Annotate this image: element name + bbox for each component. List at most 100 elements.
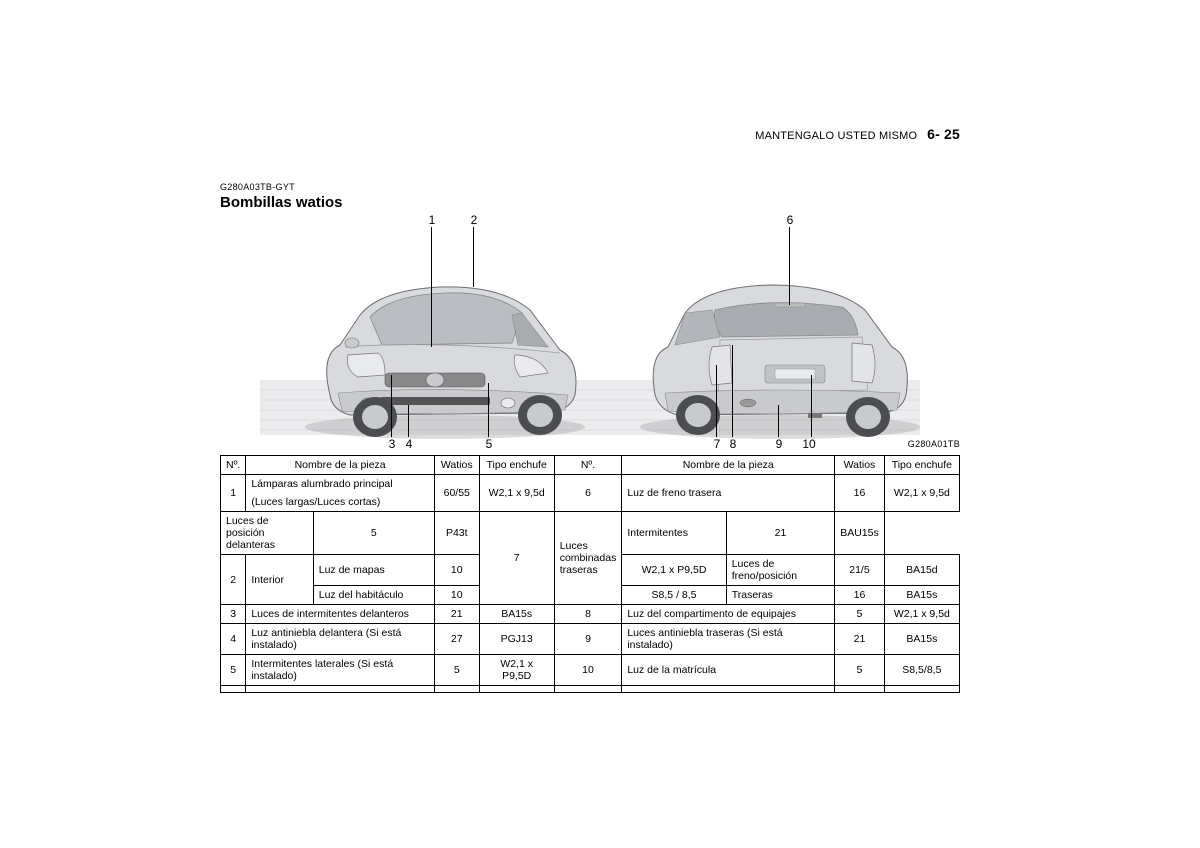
cell: W2,1 x P9,5D (622, 555, 726, 586)
cell: Traseras (726, 586, 834, 605)
table-row: 1 Lámparas alumbrado principal 60/55 W2,… (221, 475, 960, 494)
cell: Luces de freno/posición (726, 555, 834, 586)
table-row (221, 686, 960, 693)
callout-line (732, 345, 733, 437)
callout-line (431, 227, 432, 347)
page-header: MANTENGALO USTED MISMO 6- 25 (220, 126, 960, 142)
cell-num: 4 (221, 624, 246, 655)
cell: 60/55 (434, 475, 479, 512)
cell: BAU15s (835, 512, 885, 555)
cell (434, 686, 479, 693)
cell: W2,1 x P9,5D (479, 655, 554, 686)
cell: 21/5 (835, 555, 885, 586)
cell: 16 (835, 586, 885, 605)
cell: BA15d (884, 555, 959, 586)
cell: S8,5/8,5 (884, 655, 959, 686)
cell: 5 (434, 655, 479, 686)
cell-num: 6 (554, 475, 622, 512)
cell: Luz de freno trasera (622, 475, 835, 512)
page-title: Bombillas watios (220, 194, 960, 211)
th-socket: Tipo enchufe (479, 456, 554, 475)
callout-line (716, 365, 717, 437)
cell (479, 686, 554, 693)
th-watts: Watios (434, 456, 479, 475)
callout-line (778, 405, 779, 437)
cell: Lámparas alumbrado principal (246, 475, 435, 494)
callout-6: 6 (783, 213, 797, 227)
cell: 21 (726, 512, 834, 555)
cell-num: 1 (221, 475, 246, 512)
cell-num: 9 (554, 624, 622, 655)
section-name: MANTENGALO USTED MISMO (755, 130, 917, 142)
section-code: G280A03TB-GYT (220, 182, 960, 192)
cell: 5 (835, 655, 885, 686)
callout-line (408, 405, 409, 437)
table-row: 4 Luz antiniebla delantera (Si está inst… (221, 624, 960, 655)
cell: Luces antiniebla traseras (Si está insta… (622, 624, 835, 655)
cell: Intermitentes (622, 512, 726, 555)
image-code: G280A01TB (908, 439, 960, 449)
cell (622, 686, 835, 693)
cell: 10 (434, 586, 479, 605)
cell: P43t (434, 512, 479, 555)
cell-num: 10 (554, 655, 622, 686)
cell (884, 686, 959, 693)
cell (221, 686, 246, 693)
cell: W2,1 x 9,5d (884, 475, 959, 512)
cell: 27 (434, 624, 479, 655)
cell (554, 686, 622, 693)
cell: Interior (246, 555, 313, 605)
callout-5: 5 (482, 437, 496, 451)
table-row: 3 Luces de intermitentes delanteros 21 B… (221, 605, 960, 624)
cell: Luces de posición delanteras (221, 512, 314, 555)
cell: Luces de intermitentes delanteros (246, 605, 435, 624)
cell-num: 3 (221, 605, 246, 624)
callout-line (811, 375, 812, 437)
callout-10: 10 (802, 437, 816, 451)
cell: 21 (835, 624, 885, 655)
table-row: Luces de posición delanteras 5 P43t 7 Lu… (221, 512, 960, 555)
cell: (Luces largas/Luces cortas) (246, 493, 435, 512)
cell: Luces combinadastraseras (554, 512, 622, 605)
cell: W2,1 x 9,5d (884, 605, 959, 624)
cell: Luz de la matrícula (622, 655, 835, 686)
callout-1: 1 (425, 213, 439, 227)
cell: Luz antiniebla delantera (Si está instal… (246, 624, 435, 655)
page-number: 6- 25 (927, 126, 960, 142)
cell: Luz del habitáculo (313, 586, 434, 605)
th-num: Nº. (554, 456, 622, 475)
th-num: Nº. (221, 456, 246, 475)
cell: 21 (434, 605, 479, 624)
cell: S8,5 / 8,5 (622, 586, 726, 605)
cell: 10 (434, 555, 479, 586)
bulb-table: Nº. Nombre de la pieza Watios Tipo enchu… (220, 455, 960, 693)
cell: 5 (835, 605, 885, 624)
th-socket: Tipo enchufe (884, 456, 959, 475)
callout-7: 7 (710, 437, 724, 451)
cell: Intermitentes laterales (Si está instala… (246, 655, 435, 686)
callout-9: 9 (772, 437, 786, 451)
cell: Luz del compartimento de equipajes (622, 605, 835, 624)
car-front-icon (290, 255, 610, 445)
table-header-row: Nº. Nombre de la pieza Watios Tipo enchu… (221, 456, 960, 475)
cell-num: 7 (479, 512, 554, 605)
cell-num: 8 (554, 605, 622, 624)
th-name: Nombre de la pieza (622, 456, 835, 475)
cell: 16 (835, 475, 885, 512)
cell: BA15s (884, 624, 959, 655)
callout-3: 3 (385, 437, 399, 451)
cell: BA15s (884, 586, 959, 605)
callout-line (488, 383, 489, 437)
cell: Luz de mapas (313, 555, 434, 586)
car-rear-icon (620, 255, 940, 445)
cell-num: 5 (221, 655, 246, 686)
cell: PGJ13 (479, 624, 554, 655)
th-name: Nombre de la pieza (246, 456, 435, 475)
callout-line (473, 227, 474, 287)
cell: BA15s (479, 605, 554, 624)
cell (246, 686, 435, 693)
callout-line (789, 227, 790, 305)
callout-line (391, 375, 392, 437)
th-watts: Watios (835, 456, 885, 475)
cell-num: 2 (221, 555, 246, 605)
